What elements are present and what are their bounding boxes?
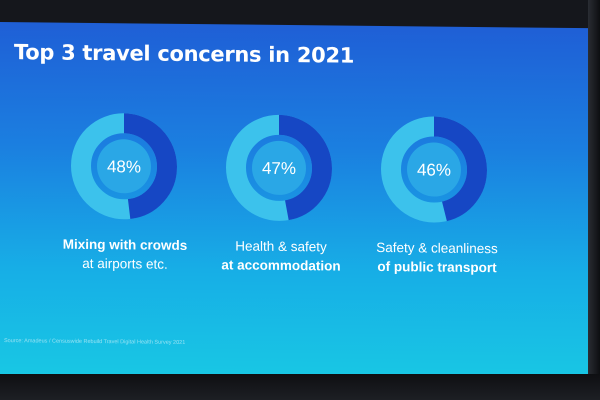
concern-label-2: Health & safety at accommodation: [196, 236, 366, 276]
donut-value-arc: [71, 113, 177, 220]
donut-center: [407, 142, 461, 197]
monitor-bezel-right: [588, 0, 600, 400]
donut-value-arc: [226, 114, 332, 221]
concern-label-3: Safety & cleanliness of public transport: [352, 238, 522, 278]
concern-label-3-line1: Safety & cleanliness: [376, 239, 498, 257]
donut-center: [252, 140, 306, 195]
donut-1: 48%: [71, 113, 177, 220]
donut-value-label: 46%: [417, 160, 451, 179]
concern-label-2-line2: at accommodation: [221, 257, 341, 274]
donut-3: 46%: [381, 116, 487, 223]
concern-label-1-line1: Mixing with crowds: [62, 236, 188, 253]
monitor-bezel-bottom: [0, 374, 600, 400]
donut-2: 47%: [226, 114, 332, 221]
donut-center: [97, 139, 151, 194]
donut-value-label: 48%: [107, 157, 141, 176]
donut-charts: 48% 47% 46%: [71, 113, 487, 223]
donut-value-label: 47%: [262, 159, 296, 178]
donut-value-arc: [381, 116, 487, 223]
concern-label-1: Mixing with crowds at airports etc.: [40, 234, 210, 274]
presentation-slide: Top 3 travel concerns in 2021 48% 47% 46% …: [0, 22, 588, 381]
concern-label-2-line1: Health & safety: [235, 238, 327, 255]
concern-label-3-line2: of public transport: [377, 258, 497, 276]
concern-label-1-line2: at airports etc.: [82, 255, 168, 272]
